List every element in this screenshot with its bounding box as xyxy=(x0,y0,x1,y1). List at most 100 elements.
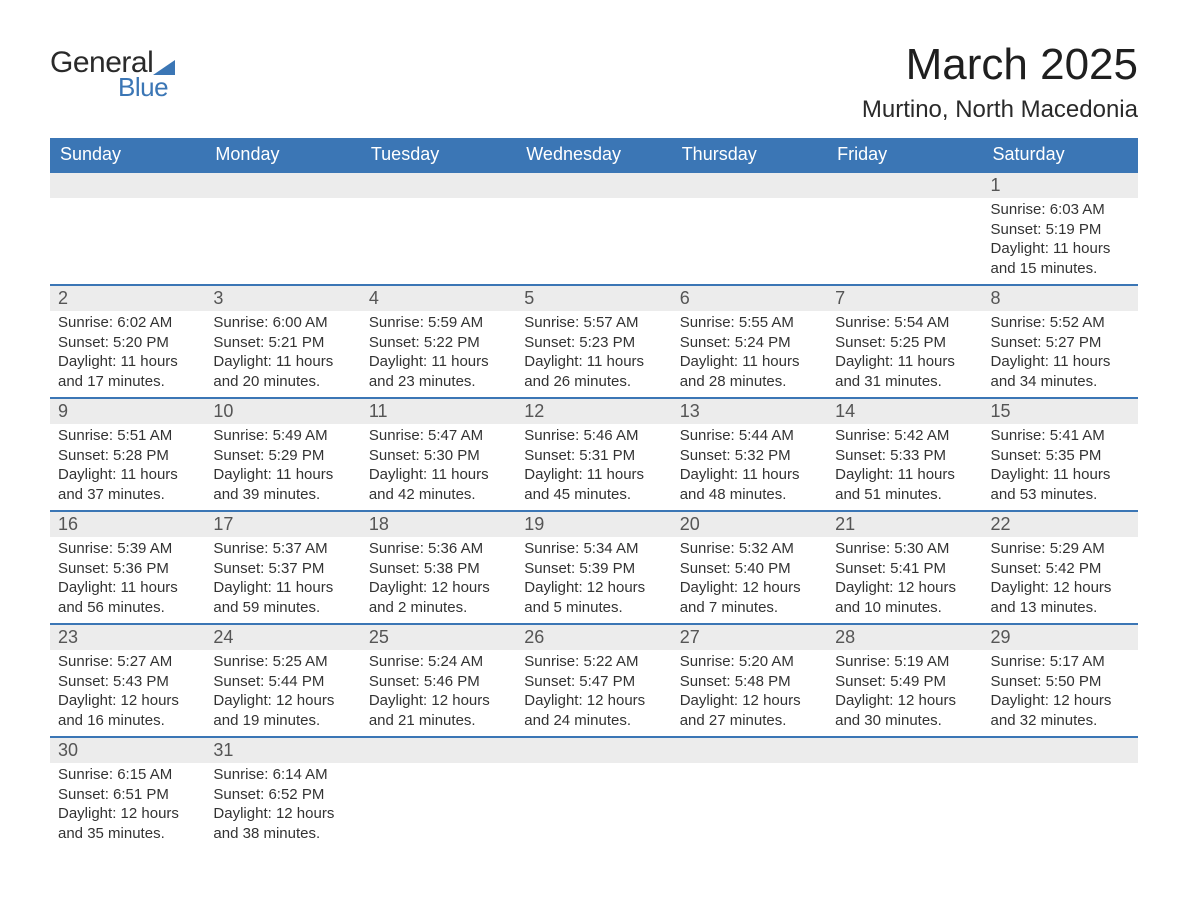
day-details-cell: Sunrise: 5:52 AMSunset: 5:27 PMDaylight:… xyxy=(983,311,1138,398)
day-details-cell: Sunrise: 6:03 AMSunset: 5:19 PMDaylight:… xyxy=(983,198,1138,285)
day-number: 31 xyxy=(205,738,360,763)
sunset-text: Sunset: 5:27 PM xyxy=(991,333,1130,353)
day-number-cell: 3 xyxy=(205,285,360,311)
location: Murtino, North Macedonia xyxy=(862,96,1138,124)
day-details-cell: Sunrise: 5:22 AMSunset: 5:47 PMDaylight:… xyxy=(516,650,671,737)
daylight2-text: and 32 minutes. xyxy=(991,711,1130,731)
sunrise-text: Sunrise: 5:37 AM xyxy=(213,539,352,559)
day-details-cell: Sunrise: 6:14 AMSunset: 6:52 PMDaylight:… xyxy=(205,763,360,849)
month-title: March 2025 xyxy=(862,40,1138,90)
day-number: 22 xyxy=(983,512,1138,537)
day-number-cell: 15 xyxy=(983,398,1138,424)
day-number-cell: 24 xyxy=(205,624,360,650)
day-number-cell xyxy=(516,172,671,198)
day-details-cell xyxy=(50,198,205,285)
table-row: Sunrise: 6:02 AMSunset: 5:20 PMDaylight:… xyxy=(50,311,1138,398)
sunset-text: Sunset: 5:35 PM xyxy=(991,446,1130,466)
day-details-cell: Sunrise: 5:19 AMSunset: 5:49 PMDaylight:… xyxy=(827,650,982,737)
day-details-cell xyxy=(827,763,982,849)
sunset-text: Sunset: 6:51 PM xyxy=(58,785,197,805)
daylight1-text: Daylight: 12 hours xyxy=(369,691,508,711)
daylight1-text: Daylight: 12 hours xyxy=(835,578,974,598)
day-number: 23 xyxy=(50,625,205,650)
day-details-cell: Sunrise: 5:44 AMSunset: 5:32 PMDaylight:… xyxy=(672,424,827,511)
day-number-cell: 8 xyxy=(983,285,1138,311)
day-number: 19 xyxy=(516,512,671,537)
sunset-text: Sunset: 5:37 PM xyxy=(213,559,352,579)
day-number: 7 xyxy=(827,286,982,311)
title-block: March 2025 Murtino, North Macedonia xyxy=(862,40,1138,124)
daylight2-text: and 28 minutes. xyxy=(680,372,819,392)
sunset-text: Sunset: 5:50 PM xyxy=(991,672,1130,692)
weekday-header-row: Sunday Monday Tuesday Wednesday Thursday… xyxy=(50,138,1138,172)
daylight2-text: and 21 minutes. xyxy=(369,711,508,731)
daylight1-text: Daylight: 11 hours xyxy=(369,465,508,485)
sunrise-text: Sunrise: 5:41 AM xyxy=(991,426,1130,446)
day-details-cell: Sunrise: 5:46 AMSunset: 5:31 PMDaylight:… xyxy=(516,424,671,511)
daylight2-text: and 2 minutes. xyxy=(369,598,508,618)
daylight2-text: and 24 minutes. xyxy=(524,711,663,731)
daylight2-text: and 48 minutes. xyxy=(680,485,819,505)
day-number: 15 xyxy=(983,399,1138,424)
day-number-cell xyxy=(361,172,516,198)
daylight2-text: and 37 minutes. xyxy=(58,485,197,505)
day-number: 2 xyxy=(50,286,205,311)
sunrise-text: Sunrise: 5:39 AM xyxy=(58,539,197,559)
day-details-cell: Sunrise: 5:42 AMSunset: 5:33 PMDaylight:… xyxy=(827,424,982,511)
header: General Blue March 2025 Murtino, North M… xyxy=(50,40,1138,124)
day-number-cell: 26 xyxy=(516,624,671,650)
day-number: 10 xyxy=(205,399,360,424)
table-row: 3031 xyxy=(50,737,1138,763)
sunset-text: Sunset: 5:31 PM xyxy=(524,446,663,466)
daylight2-text: and 56 minutes. xyxy=(58,598,197,618)
day-number: 14 xyxy=(827,399,982,424)
daylight2-text: and 13 minutes. xyxy=(991,598,1130,618)
sunset-text: Sunset: 5:30 PM xyxy=(369,446,508,466)
daylight2-text: and 59 minutes. xyxy=(213,598,352,618)
day-number: 30 xyxy=(50,738,205,763)
day-number-cell xyxy=(827,172,982,198)
day-number-cell xyxy=(50,172,205,198)
day-number: 3 xyxy=(205,286,360,311)
day-number-cell: 21 xyxy=(827,511,982,537)
sunrise-text: Sunrise: 5:46 AM xyxy=(524,426,663,446)
sunrise-text: Sunrise: 5:52 AM xyxy=(991,313,1130,333)
day-details-cell: Sunrise: 5:34 AMSunset: 5:39 PMDaylight:… xyxy=(516,537,671,624)
day-number: 24 xyxy=(205,625,360,650)
day-number-cell: 13 xyxy=(672,398,827,424)
sunset-text: Sunset: 5:47 PM xyxy=(524,672,663,692)
day-details-cell: Sunrise: 5:54 AMSunset: 5:25 PMDaylight:… xyxy=(827,311,982,398)
table-row: 16171819202122 xyxy=(50,511,1138,537)
day-number: 25 xyxy=(361,625,516,650)
sunrise-text: Sunrise: 5:51 AM xyxy=(58,426,197,446)
daylight2-text: and 15 minutes. xyxy=(991,259,1130,279)
day-details-cell: Sunrise: 6:00 AMSunset: 5:21 PMDaylight:… xyxy=(205,311,360,398)
day-number: 6 xyxy=(672,286,827,311)
sunrise-text: Sunrise: 6:15 AM xyxy=(58,765,197,785)
day-number-cell: 28 xyxy=(827,624,982,650)
day-number-cell: 20 xyxy=(672,511,827,537)
daylight2-text: and 7 minutes. xyxy=(680,598,819,618)
day-number-cell: 10 xyxy=(205,398,360,424)
weekday-header: Saturday xyxy=(983,138,1138,172)
daylight1-text: Daylight: 11 hours xyxy=(213,352,352,372)
daylight2-text: and 39 minutes. xyxy=(213,485,352,505)
sunrise-text: Sunrise: 6:02 AM xyxy=(58,313,197,333)
sunset-text: Sunset: 5:42 PM xyxy=(991,559,1130,579)
sunrise-text: Sunrise: 6:03 AM xyxy=(991,200,1130,220)
day-number: 11 xyxy=(361,399,516,424)
table-row: Sunrise: 6:15 AMSunset: 6:51 PMDaylight:… xyxy=(50,763,1138,849)
day-number: 8 xyxy=(983,286,1138,311)
daylight1-text: Daylight: 12 hours xyxy=(991,578,1130,598)
day-details-cell xyxy=(516,198,671,285)
daylight1-text: Daylight: 11 hours xyxy=(524,352,663,372)
daylight1-text: Daylight: 11 hours xyxy=(680,465,819,485)
weekday-header: Thursday xyxy=(672,138,827,172)
sunset-text: Sunset: 5:25 PM xyxy=(835,333,974,353)
daylight1-text: Daylight: 11 hours xyxy=(213,465,352,485)
daylight1-text: Daylight: 11 hours xyxy=(58,465,197,485)
daylight1-text: Daylight: 11 hours xyxy=(991,465,1130,485)
day-number-cell: 14 xyxy=(827,398,982,424)
daylight1-text: Daylight: 12 hours xyxy=(524,578,663,598)
day-details-cell: Sunrise: 5:41 AMSunset: 5:35 PMDaylight:… xyxy=(983,424,1138,511)
